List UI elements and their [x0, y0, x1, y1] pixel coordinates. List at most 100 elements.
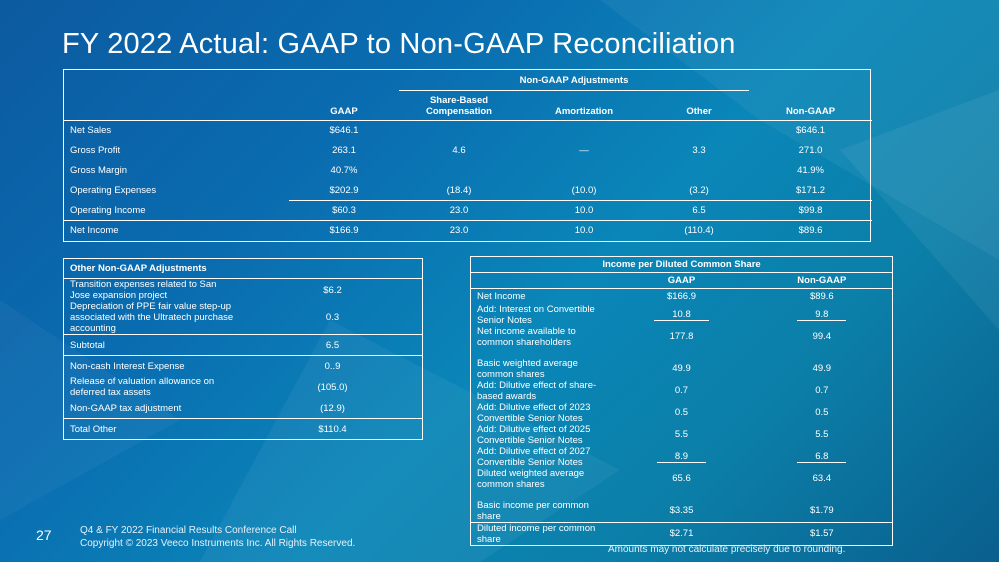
other-value: (110.4)	[649, 220, 750, 241]
footer-text: Q4 & FY 2022 Financial Results Conferenc…	[80, 524, 355, 550]
sbc-value: (18.4)	[446, 185, 472, 196]
row-label: Net income available to common sharehold…	[477, 325, 576, 348]
amortization-value: (10.0)	[571, 185, 597, 196]
amortization-value	[519, 121, 649, 141]
non-gaap-value: 49.9	[812, 363, 832, 375]
footer-copyright: Copyright © 2023 Veeco Instruments Inc. …	[80, 538, 356, 549]
row-value: (105.0)	[317, 381, 348, 393]
page-number: 27	[36, 527, 52, 543]
row-value: 6.5	[243, 334, 422, 356]
sbc-value: 23.0	[399, 200, 519, 221]
sbc-value: 4.6	[452, 145, 466, 156]
non-gaap-value: $99.8	[749, 200, 873, 221]
gaap-value: 8.9	[656, 451, 707, 464]
gaap-value: 49.9	[672, 363, 691, 375]
non-gaap-adjustments-header: Non-GAAP Adjustments	[399, 70, 750, 91]
other-value: 6.5	[649, 200, 750, 221]
gaap-value: $202.9	[329, 185, 359, 196]
non-gaap-value: $646.1	[796, 125, 826, 136]
gaap-value: 40.7%	[330, 165, 358, 176]
gaap-value: 263.1	[332, 145, 356, 156]
row-value: 0..9	[243, 355, 422, 376]
table-row: Non-cash Interest Expense 0..9	[64, 355, 422, 376]
non-gaap-value: 0.7	[815, 385, 829, 397]
row-label: Non-GAAP tax adjustment	[70, 402, 182, 414]
gaap-value: $166.9	[666, 290, 697, 302]
table-row: Net Income $166.9 23.0 10.0 (110.4) $89.…	[64, 220, 873, 241]
eps-table: Income per Diluted Common Share GAAP Non…	[470, 256, 893, 546]
rounding-note: Amounts may not calculate precisely due …	[608, 544, 846, 555]
table-row: Gross Margin 40.7% 41.9%	[64, 161, 872, 181]
row-label: Depreciation of PPE fair value step-up a…	[70, 301, 234, 334]
col-sbc-line2: Compensation	[426, 106, 492, 117]
sbc-value	[399, 121, 519, 141]
amortization-value	[519, 161, 649, 181]
table-row: Gross Profit 263.1 4.6 — 3.3 271.0	[64, 141, 872, 161]
table-row: Add: Dilutive effect of 2027 Convertible…	[471, 446, 892, 468]
non-gaap-value: $89.6	[749, 220, 873, 241]
row-label: Gross Profit	[70, 145, 121, 156]
table-row: Add: Dilutive effect of 2023 Convertible…	[471, 402, 892, 424]
table-row: Basic weighted average common shares 49.…	[471, 358, 892, 380]
group-header-row: Non-GAAP Adjustments	[64, 70, 872, 91]
non-gaap-value: 99.4	[812, 331, 832, 343]
table-row: Net income available to common sharehold…	[471, 326, 892, 348]
row-label: Total Other	[64, 418, 243, 439]
non-gaap-value: 9.8	[797, 309, 847, 322]
row-label: Diluted income per common share	[471, 521, 612, 545]
gaap-value: 0.7	[674, 385, 689, 397]
table-row: Diluted income per common share $2.71 $1…	[471, 521, 892, 545]
table-row: Basic income per common share $3.35 $1.7…	[471, 500, 892, 523]
table-row: Transition expenses related to San Jose …	[64, 279, 422, 301]
table-row: Net Sales $646.1 $646.1	[64, 121, 872, 141]
col-share-based-compensation: Share-Based Compensation	[399, 91, 519, 121]
non-gaap-value: 5.5	[815, 429, 829, 441]
row-label: Add: Dilutive effect of 2025 Convertible…	[477, 423, 591, 446]
footer-line1: Q4 & FY 2022 Financial Results Conferenc…	[80, 525, 297, 536]
non-gaap-value: 6.8	[797, 451, 847, 464]
table-row: Release of valuation allowance on deferr…	[64, 376, 422, 398]
table-row: Add: Dilutive effect of 2025 Convertible…	[471, 424, 892, 446]
row-value: 0.3	[325, 312, 340, 323]
other-value	[649, 161, 749, 181]
amortization-value: 10.0	[519, 200, 649, 221]
gaap-value: 65.6	[672, 473, 691, 485]
non-gaap-value: $171.2	[796, 185, 826, 196]
sbc-value	[399, 161, 519, 181]
row-label: Net Income	[64, 220, 289, 241]
non-gaap-value: $1.57	[751, 521, 892, 545]
row-label: Net Income	[477, 290, 526, 302]
row-label: Net Sales	[70, 125, 112, 136]
row-label: Gross Margin	[70, 165, 128, 176]
row-label: Add: Dilutive effect of 2023 Convertible…	[477, 401, 591, 424]
gaap-value: 177.8	[669, 331, 694, 343]
non-gaap-value: $1.79	[809, 505, 834, 517]
row-label: Diluted weighted average common shares	[477, 467, 585, 490]
col-gaap: GAAP	[611, 272, 752, 289]
table-row: Operating Income $60.3 23.0 10.0 6.5 $99…	[64, 200, 873, 221]
row-label: Operating Income	[70, 205, 146, 216]
gaap-value: 0.5	[674, 407, 689, 419]
row-label: Add: Interest on Convertible Senior Note…	[477, 303, 595, 326]
row-label: Basic income per common share	[477, 499, 589, 522]
table-row: Add: Interest on Convertible Senior Note…	[471, 304, 892, 326]
amortization-value: —	[579, 145, 589, 156]
non-gaap-value: 0.5	[815, 407, 829, 419]
gaap-value: $166.9	[289, 220, 399, 241]
table-row: Net Income $166.9 $89.6	[471, 289, 892, 304]
table-row: Diluted weighted average common shares 6…	[471, 468, 892, 490]
row-label: Non-cash Interest Expense	[64, 355, 243, 376]
non-gaap-value: 41.9%	[797, 165, 824, 176]
table-row: Total Other $110.4	[64, 418, 422, 439]
other-value: 3.3	[692, 145, 706, 156]
row-label: Transition expenses related to San Jose …	[70, 279, 217, 301]
col-non-gaap: Non-GAAP	[785, 106, 836, 117]
col-sbc-line1: Share-Based	[429, 95, 489, 106]
eps-header: Income per Diluted Common Share	[471, 257, 892, 273]
row-label: Release of valuation allowance on deferr…	[70, 376, 215, 398]
page-title: FY 2022 Actual: GAAP to Non-GAAP Reconci…	[62, 28, 736, 60]
row-label: Add: Dilutive effect of share-based awar…	[477, 379, 597, 402]
other-value: (3.2)	[689, 185, 709, 196]
sbc-value: 23.0	[399, 220, 519, 241]
reconciliation-table: Non-GAAP Adjustments GAAP Share-Based Com…	[63, 69, 873, 242]
